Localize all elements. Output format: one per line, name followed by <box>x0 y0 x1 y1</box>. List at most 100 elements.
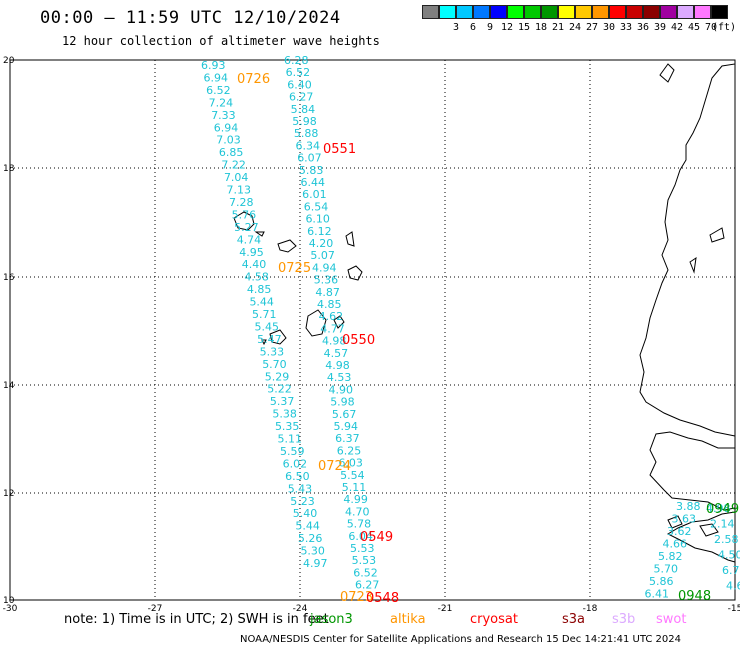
wave-height-label: 7.04 <box>224 171 249 184</box>
cape-verde-island <box>233 211 255 231</box>
pass-time-label: 0725 <box>278 261 311 276</box>
wave-height-label: 5.30 <box>300 545 325 558</box>
cape-verde-island <box>333 315 345 329</box>
wave-height-label: 7.24 <box>209 96 234 109</box>
wave-height-label: 6.07 <box>297 152 322 165</box>
y-tick-label: 20 <box>3 56 15 66</box>
legend-swatch <box>558 5 575 19</box>
wave-height-label: 6.85 <box>219 146 244 159</box>
satellite-name: s3b <box>612 612 636 627</box>
wave-height-label: 5.71 <box>252 308 277 321</box>
wave-height-label: 6.74 <box>722 564 740 577</box>
wave-height-label: 4.90 <box>329 383 354 396</box>
legend-label: 39 <box>653 22 667 33</box>
wave-height-label: 5.37 <box>270 395 295 408</box>
wave-height-label: 5.53 <box>352 554 377 567</box>
wave-height-label: 6.34 <box>296 139 321 152</box>
wave-height-label: 4.62 <box>319 310 344 323</box>
wave-height-label: 3.88 <box>676 500 701 513</box>
pass-time-label: 0724 <box>318 459 351 474</box>
cape-verde-island <box>345 231 355 247</box>
legend-label: 42 <box>670 22 684 33</box>
legend-label: 6 <box>469 22 477 33</box>
wave-height-label: 6.03 <box>338 457 363 470</box>
x-tick-label: -21 <box>438 604 453 614</box>
wave-height-label: 6.41 <box>645 588 670 601</box>
wave-height-label: 4.95 <box>239 246 264 259</box>
wave-height-label: 6.01 <box>302 188 327 201</box>
wave-height-label: 4.94 <box>312 261 337 274</box>
wave-height-label: 6.52 <box>286 66 311 79</box>
wave-height-label: 5.11 <box>278 433 303 446</box>
wave-height-label: 5.22 <box>267 383 292 396</box>
pass-time-label: 0723 <box>340 590 373 605</box>
satellite-name: s3a <box>562 612 586 627</box>
wave-height-label: 5.83 <box>299 164 324 177</box>
legend-swatch <box>456 5 473 19</box>
wave-height-label: 5.67 <box>332 408 357 421</box>
satellite-name: cryosat <box>470 612 518 627</box>
wave-height-label: 6.37 <box>335 432 360 445</box>
island <box>667 515 683 529</box>
y-tick-label: 18 <box>3 164 15 174</box>
pass-time-label: 0726 <box>237 72 270 87</box>
wave-height-label: 3.62 <box>667 525 692 538</box>
wave-height-label: 4.53 <box>327 371 352 384</box>
wave-height-label: 2.58 <box>714 533 739 546</box>
cape-verde-island <box>254 231 265 237</box>
wave-height-label: 6.10 <box>305 213 330 226</box>
wave-height-label: 4.77 <box>320 322 345 335</box>
wave-height-label: 5.45 <box>255 320 279 333</box>
gambia-coastline <box>649 431 736 511</box>
map-title: 00:00 — 11:59 UTC 12/10/2024 <box>40 8 341 28</box>
cape-verde-island <box>261 339 267 346</box>
legend-label: 21 <box>551 22 565 33</box>
legend-swatch <box>609 5 626 19</box>
island <box>709 227 725 243</box>
wave-height-label: 5.98 <box>292 115 317 128</box>
wave-height-label: 5.27 <box>234 221 259 234</box>
pass-time-label: 0550 <box>342 333 375 348</box>
wave-height-label: 5.40 <box>293 507 318 520</box>
legend-swatch <box>694 5 711 19</box>
legend-swatch <box>711 5 728 19</box>
wave-height-label: 4.97 <box>303 557 328 570</box>
satellite-name: swot <box>656 612 687 627</box>
credit-footer: NOAA/NESDIS Center for Satellite Applica… <box>240 634 682 645</box>
pass-time-label: 0949 <box>706 502 739 517</box>
legend-swatch <box>677 5 694 19</box>
wave-height-label: 4.87 <box>315 286 340 299</box>
wave-height-label: 6.25 <box>337 444 362 457</box>
y-tick-label: 16 <box>3 273 15 283</box>
x-tick-label: -24 <box>293 604 308 614</box>
x-tick-label: -18 <box>583 604 598 614</box>
wave-height-label: 4.57 <box>324 347 349 360</box>
wave-height-label: 7.28 <box>229 196 254 209</box>
wave-height-label: 5.70 <box>262 358 287 371</box>
wave-height-label: 6.28 <box>284 54 309 67</box>
wave-height-label: 6.94 <box>204 71 229 84</box>
wave-height-label: 6.52 <box>206 84 231 97</box>
pass-time-label: 0549 <box>360 530 393 545</box>
legend-label: 36 <box>636 22 650 33</box>
legend-label: 18 <box>534 22 548 33</box>
map-frame <box>9 59 736 601</box>
legend-swatch <box>422 5 439 19</box>
legend-unit: (ft) <box>712 22 737 33</box>
wave-height-label: 4.58 <box>244 271 269 284</box>
wave-height-label: 4.85 <box>247 283 272 296</box>
wave-height-label: 4.66 <box>663 538 688 551</box>
wave-height-label: 6.94 <box>214 121 239 134</box>
wave-height-label: 5.98 <box>330 396 355 409</box>
legend-label: 70 <box>704 22 718 33</box>
wave-height-label: 5.47 <box>257 333 282 346</box>
wave-height-label: 5.29 <box>265 370 290 383</box>
pass-time-label: 0551 <box>323 142 356 157</box>
satellite-name: altika <box>390 612 426 627</box>
pass-time-label: 0948 <box>678 589 711 604</box>
wave-height-label: 4.50 <box>718 549 740 562</box>
legend-swatch <box>660 5 677 19</box>
pass-time-label: 0548 <box>366 591 399 606</box>
wave-height-label: 4.98 <box>706 502 731 515</box>
